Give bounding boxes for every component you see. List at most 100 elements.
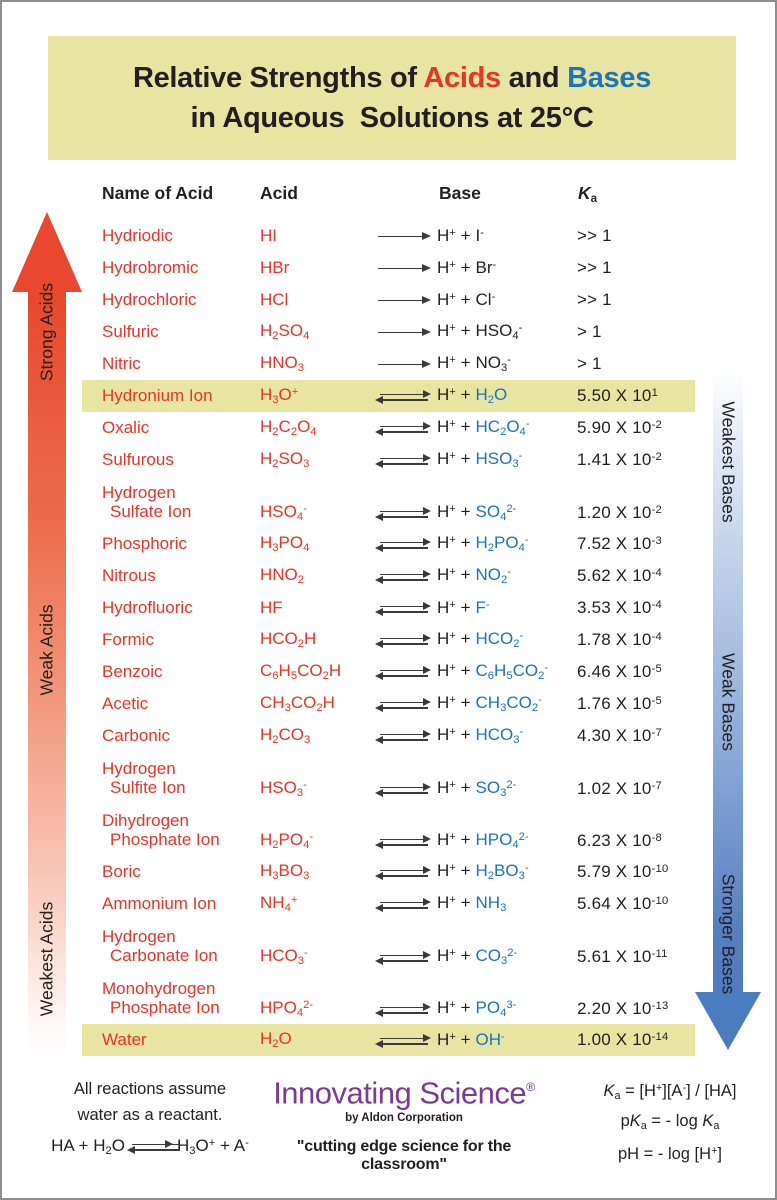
page-title-line2: in Aqueous Solutions at 25°C [190, 102, 594, 134]
base-formula: H+ + H2O [437, 385, 577, 406]
table-row: Oxalic H2C2O4 H+ + HC2O4- 5.90 X 10-2 [82, 412, 695, 444]
base-formula: H+ + HCO3- [437, 725, 577, 746]
equilibrium-arrow-icon [375, 450, 437, 470]
table-row: Nitrous HNO2 H+ + NO2- 5.62 X 10-4 [82, 560, 695, 592]
ka-value: 1.76 X 10-5 [577, 694, 662, 713]
base-strength-arrow [695, 375, 761, 1050]
ka-value: 6.46 X 10-5 [577, 662, 662, 681]
column-header-ka: Ka [578, 183, 598, 206]
h-plus: H+ + [437, 565, 471, 585]
conjugate-base: NO2- [475, 565, 512, 587]
ka-value: >> 1 [577, 226, 612, 245]
h-plus: H+ + [437, 893, 471, 913]
base-formula: H+ + Br- [437, 258, 577, 278]
conjugate-base: CO32- [475, 945, 518, 967]
acid-name: Phosphoric [102, 534, 188, 553]
ka-value: 5.61 X 10-11 [577, 947, 668, 966]
acid-formula: HCO3- [260, 945, 308, 967]
ka-value: 1.41 X 10-2 [577, 450, 662, 469]
h-plus: H+ + [437, 598, 471, 617]
table-row: Boric H3BO3 H+ + H2BO3- 5.79 X 10-10 [82, 856, 695, 888]
forward-arrow-icon [377, 354, 437, 374]
generic-reaction: HA + H2O H3O+ + A- [40, 1130, 260, 1164]
h-plus: H+ + [437, 226, 471, 245]
label-stronger-bases: Stronger Bases [718, 873, 739, 995]
table-row: Hydrobromic HBr H+ + Br- >> 1 [82, 252, 695, 284]
acid-formula: HCO2H [260, 629, 317, 651]
table-row: Benzoic C6H5CO2H H+ + C6H5CO2- 6.46 X 10-5 [82, 656, 695, 688]
ka-value: 2.20 X 10-13 [577, 999, 669, 1018]
conjugate-base: H2BO3- [475, 861, 529, 883]
down-arrowhead-icon [695, 992, 761, 1050]
ka-value: > 1 [577, 322, 602, 341]
h-plus: H+ + [437, 533, 471, 553]
brand-byline: by Aldon Corporation [345, 1112, 463, 1125]
base-formula: H+ + OH- [437, 1030, 577, 1050]
equilibrium-arrow-icon [375, 862, 437, 882]
label-weakest-acids: Weakest Acids [36, 901, 57, 1017]
h-plus: H+ + [437, 417, 471, 437]
conjugate-base: HPO42- [475, 829, 529, 851]
label-weakest-bases: Weakest Bases [718, 401, 739, 523]
conjugate-base: Cl- [475, 290, 496, 309]
base-formula: H+ + Cl- [437, 290, 577, 310]
table-row: Hydronium Ion H3O+ H+ + H2O 5.50 X 101 [82, 380, 695, 412]
conjugate-base: HCO3- [475, 725, 524, 747]
acid-formula: H3PO4 [260, 533, 310, 555]
pka-equation: pKa = - log Ka [620, 1111, 720, 1132]
h-plus: H+ + [437, 997, 471, 1017]
table-row: Water H2O H+ + OH- 1.00 X 10-14 [82, 1024, 695, 1056]
table-row: Acetic CH3CO2H H+ + CH3CO2- 1.76 X 10-5 [82, 688, 695, 720]
acid-formula: H2SO4 [260, 321, 310, 343]
equilibrium-arrow-icon [375, 1030, 437, 1050]
ka-value: >> 1 [577, 290, 612, 309]
h-plus: H+ + [437, 829, 471, 849]
forward-arrow-icon [377, 258, 437, 278]
acid-formula: HSO3- [260, 777, 307, 799]
acid-name: Dihydrogen Phosphate Ion [102, 811, 220, 849]
acid-name: Oxalic [102, 418, 150, 437]
conjugate-base: HCO2- [475, 629, 524, 651]
ka-value: 5.62 X 10-4 [577, 566, 662, 585]
title-bases-word: Bases [567, 62, 652, 94]
acid-name: Hydrobromic [102, 258, 199, 277]
column-header-name-of-acid: Name of Acid [102, 183, 214, 203]
h-plus: H+ + [437, 290, 471, 309]
base-formula: H+ + CH3CO2- [437, 693, 577, 714]
base-formula: H+ + I- [437, 226, 577, 246]
h-plus: H+ + [437, 693, 471, 713]
base-formula: H+ + NH3 [437, 893, 577, 914]
acid-formula: HNO2 [260, 565, 305, 587]
conjugate-base: SO42- [475, 501, 517, 523]
acid-formula: HPO42- [260, 997, 314, 1019]
equilibrium-arrow-icon [375, 386, 437, 406]
ka-value: 3.53 X 10-4 [577, 598, 662, 617]
base-formula: H+ + H2PO4- [437, 533, 577, 554]
equilibrium-arrow-icon [375, 726, 437, 746]
acid-base-table: Hydriodic HI H+ + I- >> 1 Hydrobromic HBr H+ + B… [82, 220, 695, 1056]
page-title-line1: Relative Strengths of Acids and Bases [133, 58, 651, 98]
acid-name: Water [102, 1030, 147, 1049]
h-plus: H+ + [437, 661, 471, 681]
acid-formula: H3BO3 [260, 861, 310, 883]
table-row: Nitric HNO3 H+ + NO3- > 1 [82, 348, 695, 380]
brand-logo: Innovating Science® [264, 1070, 544, 1110]
h-plus: H+ + [437, 449, 471, 469]
brand-name: Innovating Science [273, 1075, 527, 1111]
acid-name: Nitrous [102, 566, 156, 585]
acid-formula: C6H5CO2H [260, 661, 342, 683]
acid-name: Acetic [102, 694, 149, 713]
title-banner: Relative Strengths of Acids and Bases in… [48, 36, 736, 160]
acid-formula: NH4+ [260, 893, 298, 915]
footer-note: All reactions assume water as a reactant… [40, 1076, 260, 1164]
ka-value: 7.52 X 10-3 [577, 534, 662, 553]
acid-name: Formic [102, 630, 154, 649]
conjugate-base: C6H5CO2- [475, 661, 549, 683]
acid-name: Hydrochloric [102, 290, 197, 309]
h-plus: H+ + [437, 945, 471, 965]
base-formula: H+ + PO43- [437, 998, 577, 1024]
ka-value: 1.00 X 10-14 [577, 1030, 669, 1049]
conjugate-base: PO43- [475, 997, 517, 1019]
ka-value: 1.20 X 10-2 [577, 503, 662, 522]
table-row: Monohydrogen Phosphate Ion HPO42- H+ + PO43-… [82, 972, 695, 1024]
